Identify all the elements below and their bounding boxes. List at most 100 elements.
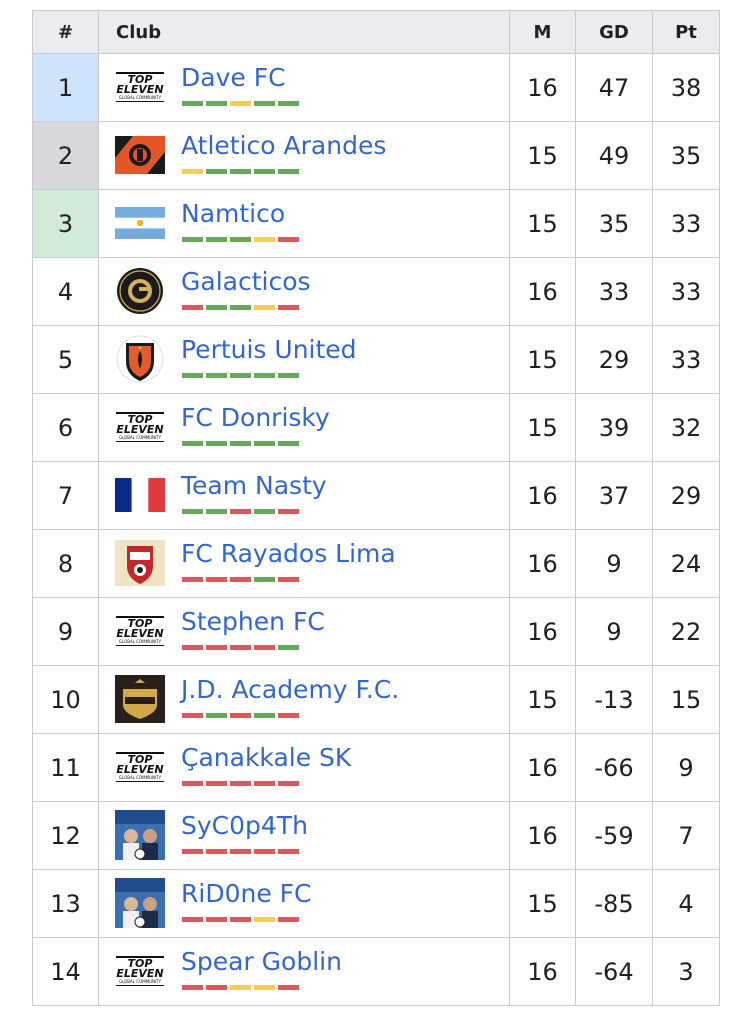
position-cell: 10 xyxy=(32,665,99,734)
recent-form: LLLLL xyxy=(182,849,299,854)
goal-difference-cell: 9 xyxy=(575,597,653,666)
club-crest-pertuis-united-crest xyxy=(114,335,166,383)
position-cell: 8 xyxy=(32,529,99,598)
form-result-win: W xyxy=(230,169,251,174)
club-name-link[interactable]: Atletico Arandes xyxy=(181,131,387,160)
recent-form: LLLLL xyxy=(182,781,299,786)
form-result-loss: L xyxy=(206,917,227,922)
points-cell: 33 xyxy=(652,257,720,326)
matches-cell: 16 xyxy=(509,257,576,326)
club-crest-top-eleven-logo: TOP ELEVEN GLOBAL COMMUNITY xyxy=(116,72,164,102)
form-result-win: W xyxy=(278,169,299,174)
club-crest-top-eleven-logo: TOP ELEVEN GLOBAL COMMUNITY xyxy=(116,752,164,782)
points-cell: 35 xyxy=(652,121,720,190)
form-result-win: W xyxy=(278,373,299,378)
club-crest-top-eleven-logo: TOP ELEVEN GLOBAL COMMUNITY xyxy=(116,956,164,986)
club-cell: RiD0ne FCLLLDL xyxy=(98,869,510,938)
points-cell: 29 xyxy=(652,461,720,530)
points-cell: 38 xyxy=(652,53,720,122)
form-result-win: W xyxy=(206,305,227,310)
club-name-link[interactable]: FC Donrisky xyxy=(181,403,330,432)
header-goal-difference[interactable]: GD xyxy=(575,10,653,54)
club-name-link[interactable]: Namtico xyxy=(181,199,286,228)
form-result-loss: L xyxy=(278,577,299,582)
form-result-loss: L xyxy=(230,645,251,650)
form-result-win: W xyxy=(206,373,227,378)
table-header: # Club M GD Pt xyxy=(32,10,720,54)
club-name-link[interactable]: Stephen FC xyxy=(181,607,325,636)
form-result-win: W xyxy=(206,713,227,718)
club-crest-rayados-lima-crest xyxy=(114,540,166,586)
position-cell: 13 xyxy=(32,869,99,938)
form-result-draw: D xyxy=(254,917,275,922)
form-result-loss: L xyxy=(254,645,275,650)
form-result-draw: D xyxy=(182,169,203,174)
matches-cell: 15 xyxy=(509,121,576,190)
club-name-link[interactable]: Pertuis United xyxy=(181,335,357,364)
club-name-link[interactable]: RiD0ne FC xyxy=(181,879,312,908)
form-result-win: W xyxy=(182,441,203,446)
position-cell: 4 xyxy=(32,257,99,326)
goal-difference-cell: 33 xyxy=(575,257,653,326)
recent-form: WWWWW xyxy=(182,441,299,446)
club-cell: FC Rayados LimaLLLWL xyxy=(98,529,510,598)
position-cell: 7 xyxy=(32,461,99,530)
matches-cell: 16 xyxy=(509,53,576,122)
table-row: 14 TOP ELEVEN GLOBAL COMMUNITY Spear Goblin… xyxy=(32,937,720,1006)
goal-difference-cell: -13 xyxy=(575,665,653,734)
club-name-link[interactable]: Çanakkale SK xyxy=(181,743,352,772)
league-table-wrapper: # Club M GD Pt 1 TOP ELEVEN GLOBAL COMMUNI… xyxy=(32,10,720,1006)
form-result-loss: L xyxy=(182,781,203,786)
form-result-win: W xyxy=(206,101,227,106)
recent-form: DWWWW xyxy=(182,169,299,174)
form-result-loss: L xyxy=(254,781,275,786)
club-name-link[interactable]: Spear Goblin xyxy=(181,947,342,976)
club-name-link[interactable]: Team Nasty xyxy=(181,471,327,500)
club-cell: GalacticosLWWDL xyxy=(98,257,510,326)
form-result-loss: L xyxy=(206,577,227,582)
header-matches[interactable]: M xyxy=(509,10,576,54)
header-points[interactable]: Pt xyxy=(652,10,720,54)
form-result-loss: L xyxy=(182,917,203,922)
recent-form: WWDWW xyxy=(182,101,299,106)
form-result-loss: L xyxy=(182,713,203,718)
form-result-win: W xyxy=(254,713,275,718)
club-name-link[interactable]: Dave FC xyxy=(181,63,286,92)
header-club[interactable]: Club xyxy=(98,10,510,54)
club-cell: SyC0p4Th LLLLL xyxy=(98,801,510,870)
club-name-link[interactable]: J.D. Academy F.C. xyxy=(181,675,400,704)
form-result-loss: L xyxy=(254,849,275,854)
form-result-win: W xyxy=(278,101,299,106)
goal-difference-cell: -66 xyxy=(575,733,653,802)
form-result-loss: L xyxy=(278,713,299,718)
form-result-win: W xyxy=(230,373,251,378)
table-row: 8FC Rayados LimaLLLWL16924 xyxy=(32,529,720,598)
recent-form: LWLWL xyxy=(182,713,299,718)
form-result-loss: L xyxy=(230,509,251,514)
matches-cell: 16 xyxy=(509,597,576,666)
goal-difference-cell: -59 xyxy=(575,801,653,870)
club-name-link[interactable]: Galacticos xyxy=(181,267,311,296)
club-name-link[interactable]: FC Rayados Lima xyxy=(181,539,396,568)
form-result-win: W xyxy=(206,509,227,514)
goal-difference-cell: -64 xyxy=(575,937,653,1006)
matches-cell: 15 xyxy=(509,869,576,938)
form-result-loss: L xyxy=(182,985,203,990)
goal-difference-cell: -85 xyxy=(575,869,653,938)
form-result-win: W xyxy=(230,441,251,446)
club-name-link[interactable]: SyC0p4Th xyxy=(181,811,308,840)
form-result-draw: D xyxy=(230,101,251,106)
matches-cell: 15 xyxy=(509,325,576,394)
form-result-loss: L xyxy=(230,781,251,786)
form-result-win: W xyxy=(254,101,275,106)
form-result-loss: L xyxy=(278,849,299,854)
form-result-win: W xyxy=(206,441,227,446)
header-rank[interactable]: # xyxy=(32,10,99,54)
form-result-win: W xyxy=(254,373,275,378)
form-result-win: W xyxy=(254,169,275,174)
club-cell: J.D. Academy F.C. LWLWL xyxy=(98,665,510,734)
position-cell: 2 xyxy=(32,121,99,190)
